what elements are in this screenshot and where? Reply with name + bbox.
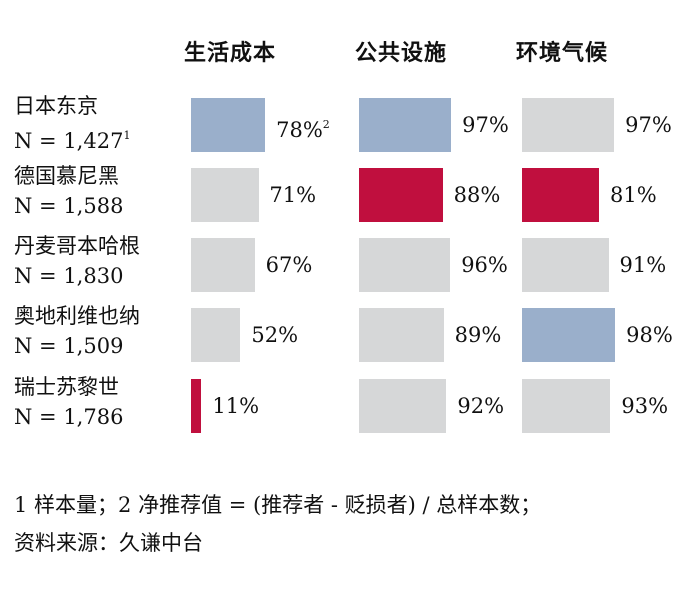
value-label-3-5: 93% <box>621 394 669 418</box>
city-name: 德国慕尼黑 <box>14 164 119 188</box>
value-label-3-3: 91% <box>619 253 667 277</box>
footnote-definitions: 1 样本量；2 净推荐值 = (推荐者 - 贬损者) / 总样本数； <box>14 493 542 517</box>
bar-2-4 <box>359 308 444 362</box>
value-label-1-5: 11% <box>212 394 260 418</box>
row-label-1: 日本东京 N = 1,4271 <box>14 91 130 156</box>
bar-3-2 <box>522 168 599 222</box>
city-name: 日本东京 <box>14 94 98 118</box>
value-label-3-1: 97% <box>625 113 672 137</box>
sample-size: N = 1,509 <box>14 334 124 358</box>
bar-2-2 <box>359 168 443 222</box>
sample-size: N = 1,588 <box>14 194 124 218</box>
value-label-1-2: 71% <box>269 183 317 207</box>
value-label-1-4: 52% <box>251 323 299 347</box>
bar-3-3 <box>522 238 609 292</box>
bar-1-5 <box>191 379 202 433</box>
bar-2-1 <box>359 98 452 152</box>
city-name: 奥地利维也纳 <box>14 304 140 328</box>
bar-3-5 <box>522 379 611 433</box>
footnote-marker: 1 <box>123 129 131 142</box>
sample-size: N = 1,830 <box>14 264 124 288</box>
value-label-2-3: 96% <box>461 253 508 277</box>
value-label-2-4: 89% <box>454 323 502 347</box>
footnote-marker: 2 <box>322 118 330 131</box>
column-title-2: 公共设施 <box>355 41 448 66</box>
city-name: 瑞士苏黎世 <box>14 375 119 399</box>
value-label-2-5: 92% <box>457 394 505 418</box>
value-label-3-2: 81% <box>610 183 657 207</box>
row-label-3: 丹麦哥本哈根 N = 1,830 <box>14 231 140 291</box>
value-label-3-4: 98% <box>626 323 673 347</box>
bar-2-5 <box>359 379 447 433</box>
sample-size: N = 1,4271 <box>14 129 131 153</box>
column-title-3: 环境气候 <box>516 41 609 66</box>
row-label-2: 德国慕尼黑 N = 1,588 <box>14 161 123 221</box>
value-label-1-1: 78%2 <box>276 118 330 142</box>
bar-1-3 <box>191 238 255 292</box>
city-name: 丹麦哥本哈根 <box>14 234 140 258</box>
sample-size: N = 1,786 <box>14 405 124 429</box>
bar-1-2 <box>191 168 259 222</box>
footnote-source: 资料来源：久谦中台 <box>14 531 203 555</box>
bar-1-1 <box>191 98 266 152</box>
bar-3-1 <box>522 98 615 152</box>
row-label-4: 奥地利维也纳 N = 1,509 <box>14 301 140 361</box>
column-title-1: 生活成本 <box>184 41 277 66</box>
row-label-5: 瑞士苏黎世 N = 1,786 <box>14 372 123 432</box>
bar-3-4 <box>522 308 616 362</box>
value-label-2-1: 97% <box>462 113 509 137</box>
chart-area: 生活成本 公共设施 环境气候日本东京 N = 1,4271 德国慕尼黑 N = 1,588… <box>14 41 673 433</box>
value-label-2-2: 88% <box>453 183 501 207</box>
value-label-1-3: 67% <box>265 253 313 277</box>
bar-1-4 <box>191 308 241 362</box>
bar-2-3 <box>359 238 451 292</box>
